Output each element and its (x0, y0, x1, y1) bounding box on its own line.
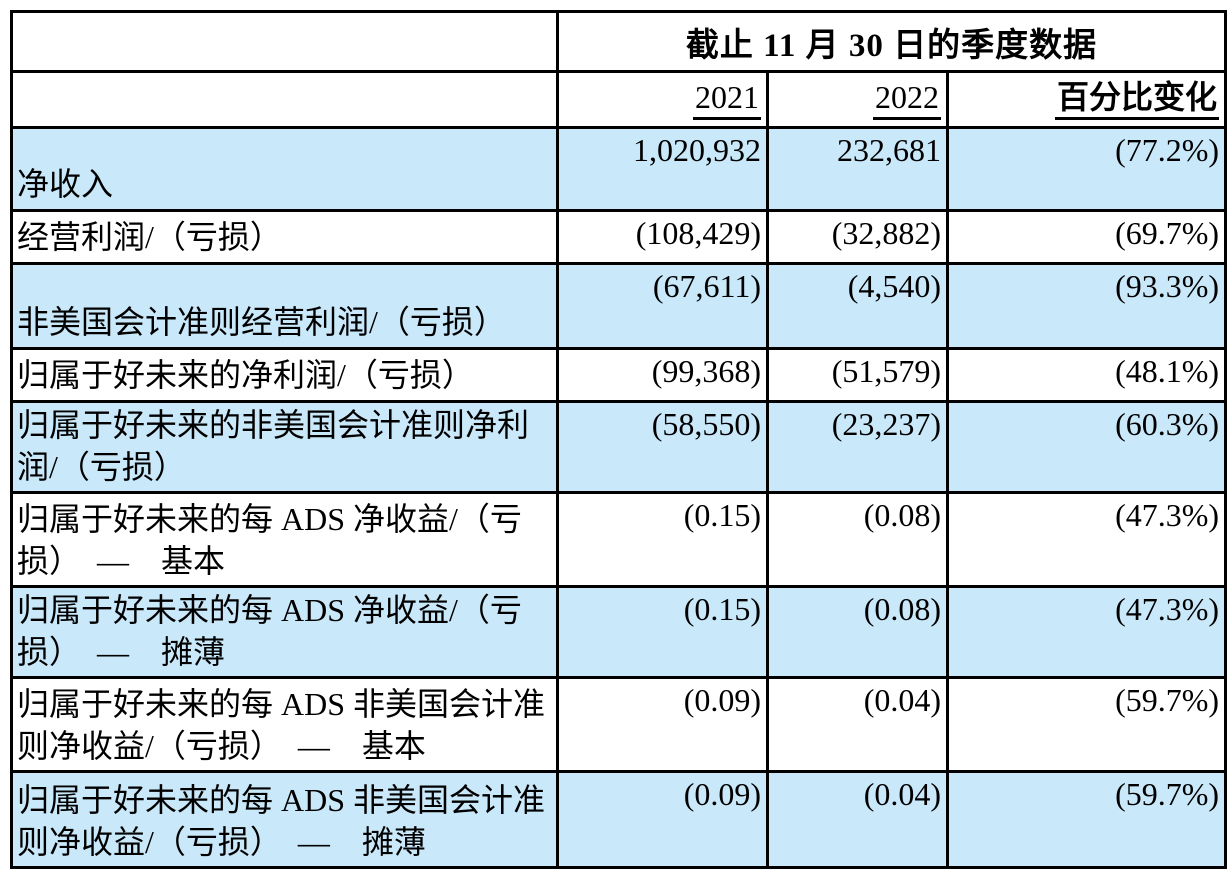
value-2022: (0.08) (766, 585, 949, 680)
row-label: 非美国会计准则经营利润/（亏损） (10, 262, 559, 350)
table-row: 归属于好未来的净利润/（亏损） (99,368) (51,579) (48.1%… (10, 347, 1228, 403)
column-header-2022: 2022 (766, 70, 949, 129)
value-2022: (0.08) (766, 491, 949, 589)
column-header-pct-change: 百分比变化 (945, 70, 1228, 129)
value-2021: (67,611) (556, 262, 769, 350)
value-pct-change: (60.3%) (945, 399, 1228, 495)
value-2021: 1,020,932 (556, 126, 769, 212)
table-row: 归属于好未来的每 ADS 净收益/（亏损） — 摊薄 (0.15) (0.08)… (10, 585, 1228, 680)
table-row: 净收入 1,020,932 232,681 (77.2%) (10, 126, 1228, 212)
table-row: 非美国会计准则经营利润/（亏损） (67,611) (4,540) (93.3%… (10, 262, 1228, 350)
value-pct-change: (47.3%) (945, 491, 1228, 589)
table-row: 归属于好未来的非美国会计准则净利润/（亏损） (58,550) (23,237)… (10, 399, 1228, 495)
column-header-2021: 2021 (556, 70, 769, 129)
row-label: 归属于好未来的净利润/（亏损） (10, 347, 559, 403)
table-title: 截止 11 月 30 日的季度数据 (555, 10, 1228, 73)
quarterly-financial-table: 截止 11 月 30 日的季度数据 2021 2022 百分比变化 净收入 1,… (10, 10, 1228, 869)
row-label: 归属于好未来的每 ADS 非美国会计准则净收益/（亏损） — 摊薄 (10, 770, 559, 869)
table-body: 净收入 1,020,932 232,681 (77.2%) 经营利润/（亏损） … (10, 126, 1228, 869)
table-row: 归属于好未来的每 ADS 非美国会计准则净收益/（亏损） — 基本 (0.09)… (10, 676, 1228, 774)
value-2021: (58,550) (556, 399, 769, 495)
value-2022: (23,237) (766, 399, 949, 495)
value-pct-change: (48.1%) (945, 347, 1228, 403)
value-2021: (108,429) (556, 209, 769, 265)
table-row: 经营利润/（亏损） (108,429) (32,882) (69.7%) (10, 209, 1228, 265)
value-2022: (51,579) (766, 347, 949, 403)
value-2022: (4,540) (766, 262, 949, 350)
value-2021: (99,368) (556, 347, 769, 403)
value-pct-change: (59.7%) (945, 770, 1228, 869)
table-row: 归属于好未来的每 ADS 非美国会计准则净收益/（亏损） — 摊薄 (0.09)… (10, 770, 1228, 869)
row-label: 归属于好未来的每 ADS 非美国会计准则净收益/（亏损） — 基本 (10, 676, 559, 774)
value-pct-change: (77.2%) (945, 126, 1228, 212)
value-2021: (0.15) (556, 585, 769, 680)
table-row: 归属于好未来的每 ADS 净收益/（亏损） — 基本 (0.15) (0.08)… (10, 491, 1228, 589)
value-2022: (0.04) (766, 676, 949, 774)
table-title-row: 截止 11 月 30 日的季度数据 (10, 10, 1228, 73)
column-header-pct-change-label: 百分比变化 (1055, 81, 1220, 120)
column-header-row: 2021 2022 百分比变化 (10, 70, 1228, 129)
value-pct-change: (69.7%) (945, 209, 1228, 265)
value-2022: 232,681 (766, 126, 949, 212)
value-pct-change: (59.7%) (945, 676, 1228, 774)
value-2021: (0.09) (556, 676, 769, 774)
value-2022: (32,882) (766, 209, 949, 265)
row-label: 归属于好未来的非美国会计准则净利润/（亏损） (10, 399, 559, 495)
row-label: 归属于好未来的每 ADS 净收益/（亏损） — 摊薄 (10, 585, 559, 680)
value-pct-change: (93.3%) (945, 262, 1228, 350)
corner-cell-top (10, 10, 559, 73)
row-label: 经营利润/（亏损） (10, 209, 559, 265)
column-header-2022-label: 2022 (873, 81, 941, 120)
value-2021: (0.15) (556, 491, 769, 589)
row-label: 归属于好未来的每 ADS 净收益/（亏损） — 基本 (10, 491, 559, 589)
column-header-2021-label: 2021 (693, 81, 761, 120)
value-2022: (0.04) (766, 770, 949, 869)
value-pct-change: (47.3%) (945, 585, 1228, 680)
value-2021: (0.09) (556, 770, 769, 869)
row-label: 净收入 (10, 126, 559, 212)
corner-cell-bottom (10, 70, 559, 129)
